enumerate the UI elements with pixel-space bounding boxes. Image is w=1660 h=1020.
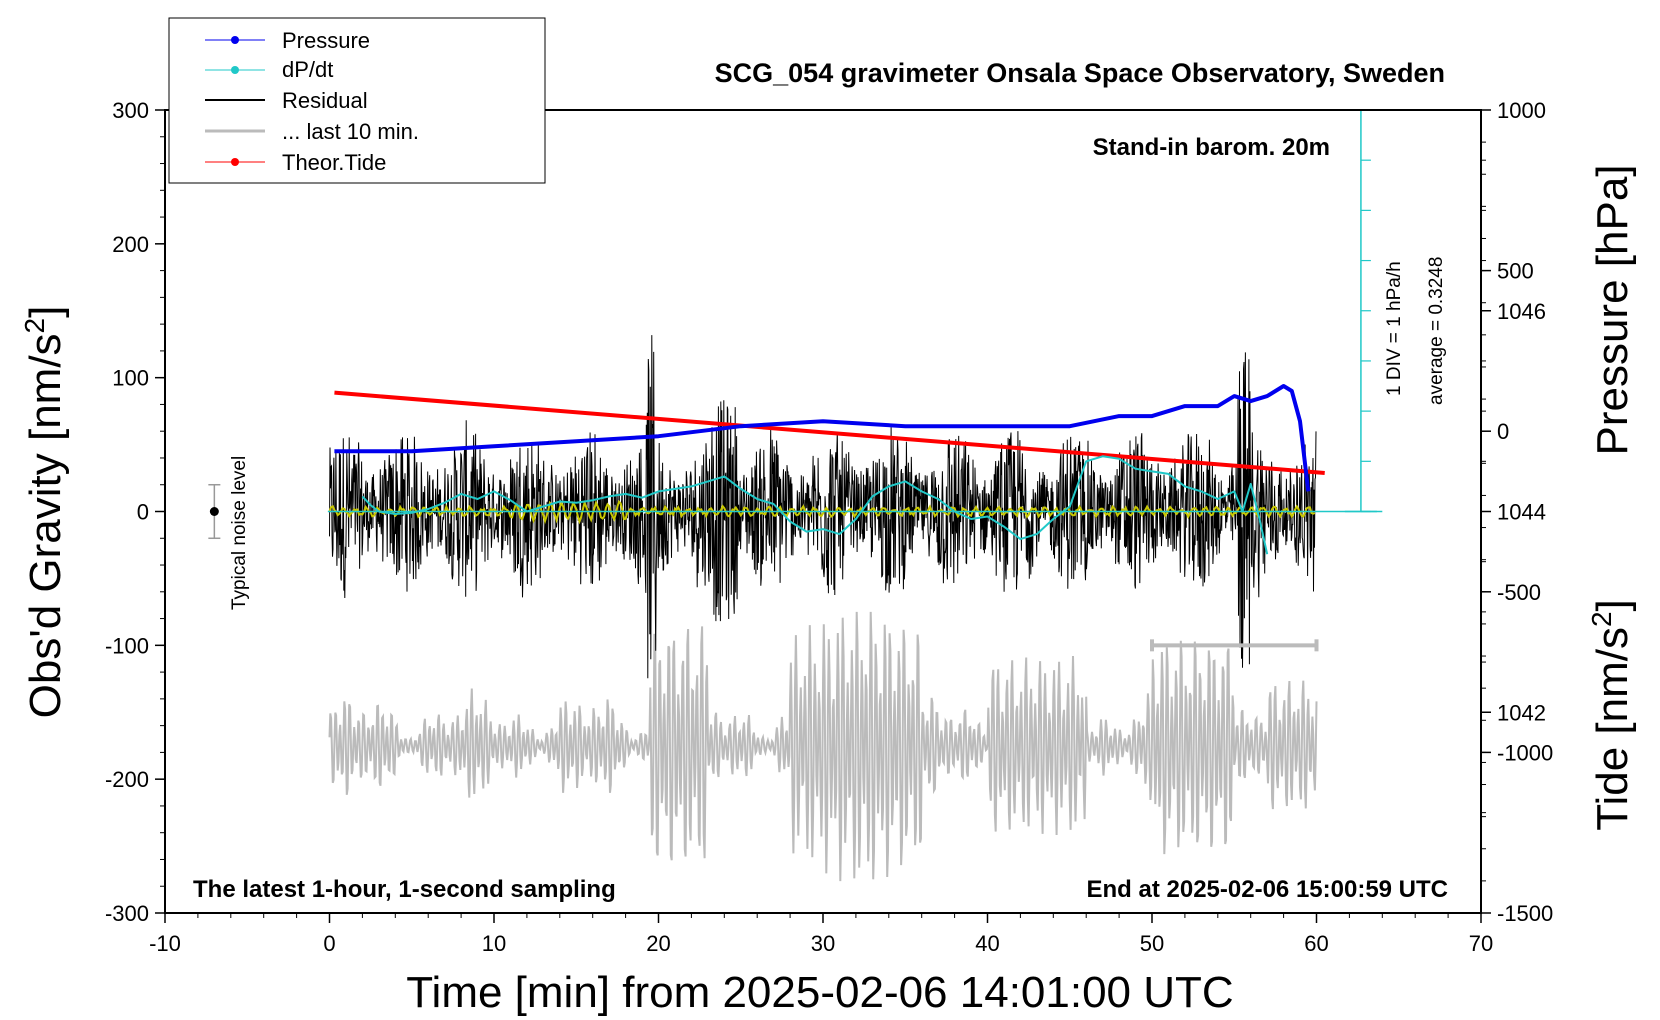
gravity-axis-tick-label: 300 [112, 98, 149, 123]
x-axis-tick-label: 40 [975, 931, 999, 956]
chart-title: SCG_054 gravimeter Onsala Space Observat… [715, 58, 1445, 88]
legend-dpdt-label: dP/dt [282, 57, 333, 82]
legend-tide-label: Theor.Tide [282, 150, 386, 175]
data-layer [208, 109, 1383, 882]
annotation-noise: Typical noise level [229, 456, 250, 610]
tide-axis-tick-label: 1000 [1497, 98, 1546, 123]
y-axis-label-tide-text: Tide [nm/s [1588, 627, 1637, 831]
x-axis-tick-label: 20 [646, 931, 670, 956]
tide-axis-tick-label: -500 [1497, 580, 1541, 605]
x-axis-tick-label: 60 [1304, 931, 1328, 956]
annotation-div: 1 DIV = 1 hPa/h [1384, 261, 1405, 396]
pressure-axis-tick-label: 1044 [1497, 500, 1546, 525]
tide-axis-tick-label: 0 [1497, 419, 1509, 444]
residual-series-line [329, 335, 1317, 679]
pressure-axis-tick-label: 1046 [1497, 299, 1546, 324]
pressure-axis-tick-label: 1042 [1497, 700, 1546, 725]
legend: Pressure dP/dt Residual ... last 10 min.… [168, 17, 546, 184]
x-axis-tick-label: 70 [1469, 931, 1493, 956]
legend-tide-marker [231, 158, 239, 166]
x-axis-tick-label: 30 [811, 931, 835, 956]
tide-axis-tick-label: -1500 [1497, 901, 1553, 926]
gravity-axis-tick-label: 0 [137, 500, 149, 525]
annotation-stand-in: Stand-in barom. 20m [1093, 134, 1330, 161]
gravity-axis-tick-label: 200 [112, 232, 149, 257]
axes-layer: -10 0 10 20 30 40 50 60 703002001000-100-200-300… [105, 98, 1553, 956]
x-axis-tick-label: 0 [323, 931, 335, 956]
legend-dpdt-marker [231, 66, 239, 74]
last10-series-line [328, 611, 1318, 882]
annotation-latest: The latest 1-hour, 1-second sampling [193, 876, 616, 903]
legend-residual-label: Residual [282, 88, 368, 113]
tide-axis-tick-label: 500 [1497, 259, 1534, 284]
x-axis-tick-label: -10 [149, 931, 181, 956]
gravity-axis-tick-label: -100 [105, 633, 149, 658]
annotation-end: End at 2025-02-06 15:00:59 UTC [1087, 876, 1449, 903]
legend-pressure-marker [231, 36, 239, 44]
y-axis-label-tide-sup: 2 [1586, 611, 1617, 627]
legend-last10-label: ... last 10 min. [282, 119, 419, 144]
legend-pressure-label: Pressure [282, 28, 370, 53]
pressure-series-line [334, 384, 1311, 492]
gravity-axis-tick-label: -300 [105, 901, 149, 926]
dpdt-series-line [361, 455, 1269, 555]
gravity-axis-tick-label: -200 [105, 767, 149, 792]
y-axis-label-gravity-end: ] [21, 306, 70, 318]
annotation-average: average = 0.3248 [1426, 257, 1447, 405]
x-axis-tick-label: 10 [482, 931, 506, 956]
y-axis-label-pressure: Pressure [hPa] [1588, 164, 1637, 455]
tide-series-line [334, 390, 1325, 475]
x-axis-tick-label: 50 [1140, 931, 1164, 956]
noise-level-dot [209, 507, 219, 516]
y-axis-label-gravity: Obs'd Gravity [nm/s2] [19, 306, 70, 719]
y-axis-label-tide-end: ] [1588, 599, 1637, 611]
y-axis-label-gravity-text: Obs'd Gravity [nm/s [21, 333, 70, 718]
y-axis-label-tide: Tide [nm/s2] [1586, 599, 1637, 831]
x-axis-label: Time [min] from 2025-02-06 14:01:00 UTC [406, 968, 1233, 1017]
tide-axis-tick-label: -1000 [1497, 740, 1553, 765]
gravity-axis-tick-label: 100 [112, 366, 149, 391]
y-axis-label-gravity-sup: 2 [19, 318, 50, 334]
